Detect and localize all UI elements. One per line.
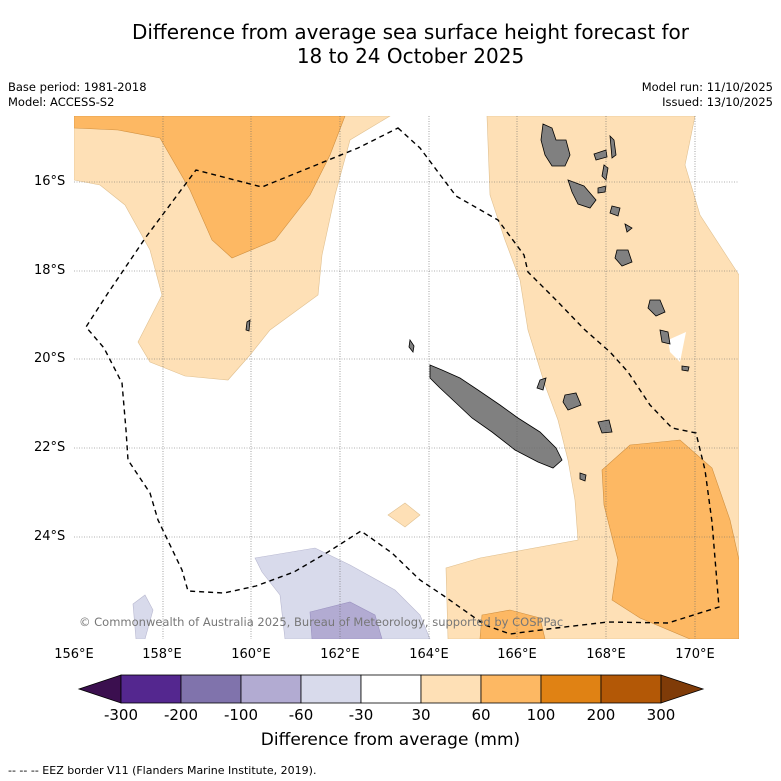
land-chesterfield-islet xyxy=(245,319,251,332)
colorbar-tick-label: 30 xyxy=(411,706,431,724)
land-pentecost xyxy=(601,164,609,181)
land-loyalty-ouvea xyxy=(536,377,547,391)
model-run: Model run: 11/10/2025 xyxy=(641,80,773,94)
colorbar-tick-label: -100 xyxy=(223,706,259,724)
land-ambae xyxy=(593,149,608,161)
land-new-caledonia xyxy=(429,364,563,469)
land-shepherd-islands xyxy=(624,223,633,233)
land-belep-islet xyxy=(408,338,415,353)
copyright-notice: © Commonwealth of Australia 2025, Bureau… xyxy=(79,615,564,629)
meta-left: Base period: 1981-2018 Model: ACCESS-S2 xyxy=(8,80,147,110)
lon-label-158e: 158°E xyxy=(142,647,182,662)
lon-label-168e: 168°E xyxy=(586,647,626,662)
colorbar-tick-label: -30 xyxy=(348,706,374,724)
white-gap-vanuatu xyxy=(668,332,686,362)
land-loyalty-mare xyxy=(597,419,613,434)
colorbar-segment-4 xyxy=(360,674,422,704)
lon-label-160e: 160°E xyxy=(231,647,271,662)
lat-label-20s: 20°S xyxy=(34,351,66,366)
land-ambrym xyxy=(597,185,607,194)
issued-date: Issued: 13/10/2025 xyxy=(662,95,773,109)
colorbar-tick-label: -60 xyxy=(288,706,314,724)
colorbar-tick-label: 100 xyxy=(526,706,556,724)
colorbar xyxy=(77,674,705,704)
meta-right: Model run: 11/10/2025 Issued: 13/10/2025 xyxy=(642,80,773,110)
land-efate xyxy=(614,249,633,267)
colorbar-segment-8 xyxy=(600,674,662,704)
title-line-1: Difference from average sea surface heig… xyxy=(131,20,690,44)
title-line-2: 18 to 24 October 2025 xyxy=(296,44,525,68)
lat-label-18s: 18°S xyxy=(34,263,66,278)
lon-label-162e: 162°E xyxy=(320,647,360,662)
map-plot-area xyxy=(74,116,739,639)
eez-legend-note: -- -- -- EEZ border V11 (Flanders Marine… xyxy=(8,764,317,777)
colorbar-segment-6 xyxy=(480,674,542,704)
colorbar-extend-low xyxy=(77,674,122,704)
gridlines xyxy=(74,116,739,639)
lat-label-22s: 22°S xyxy=(34,440,66,455)
anomaly-region-light-purple-west xyxy=(132,594,154,639)
lon-label-156e: 156°E xyxy=(54,647,94,662)
land-isle-of-pines xyxy=(579,472,587,482)
land-tanna xyxy=(659,329,671,345)
base-period: Base period: 1981-2018 xyxy=(8,80,147,94)
land-loyalty-lifou xyxy=(562,392,582,411)
colorbar-segment-0 xyxy=(120,674,182,704)
land-malekula xyxy=(567,179,597,209)
colorbar-tick-label: 300 xyxy=(646,706,676,724)
land-maewo xyxy=(609,134,617,159)
colorbar-tick-label: 60 xyxy=(471,706,491,724)
model-name: Model: ACCESS-S2 xyxy=(8,95,115,109)
eez-border xyxy=(85,127,720,635)
anomaly-region-orange-east xyxy=(601,439,739,639)
land-aneityum xyxy=(681,365,690,372)
colorbar-tick-label: -200 xyxy=(163,706,199,724)
lon-label-164e: 164°E xyxy=(409,647,449,662)
anomaly-region-light-purple-south xyxy=(254,547,431,639)
lat-label-16s: 16°S xyxy=(34,174,66,189)
colorbar-tick-label: -300 xyxy=(103,706,139,724)
colorbar-segment-7 xyxy=(540,674,602,704)
colorbar-tick-label: 200 xyxy=(586,706,616,724)
colorbar-segment-5 xyxy=(420,674,482,704)
land-espiritu-santo xyxy=(540,123,571,167)
anomaly-region-purple-south xyxy=(309,601,383,639)
anomaly-region-orange-west xyxy=(74,116,346,259)
lon-label-166e: 166°E xyxy=(497,647,537,662)
colorbar-segment-1 xyxy=(180,674,242,704)
colorbar-segment-3 xyxy=(300,674,362,704)
land-erromango xyxy=(647,299,666,317)
colorbar-title: Difference from average (mm) xyxy=(260,730,521,750)
colorbar-segment-2 xyxy=(240,674,302,704)
map-title: Difference from average sea surface heig… xyxy=(40,20,781,68)
lat-label-24s: 24°S xyxy=(34,529,66,544)
anomaly-patch-small xyxy=(387,502,421,528)
colorbar-extend-high xyxy=(660,674,705,704)
lon-label-170e: 170°E xyxy=(675,647,715,662)
land-epi xyxy=(609,205,621,217)
